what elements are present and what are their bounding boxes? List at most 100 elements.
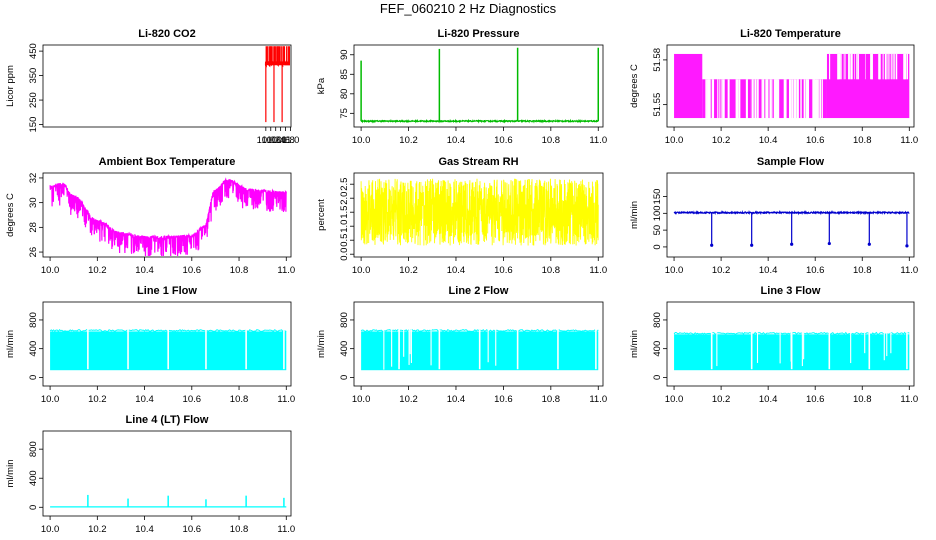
y-tick-label: 32: [28, 173, 39, 184]
y-tick-label: 0: [339, 375, 350, 380]
panel-title: Li-820 Pressure: [438, 28, 520, 40]
plot-frame: [353, 44, 604, 128]
panel-title: Ambient Box Temperature: [99, 156, 236, 168]
panel-title: Line 2 Flow: [449, 285, 509, 297]
y-tick-label: 450: [28, 43, 39, 59]
y-tick-label: 0.0: [339, 248, 350, 261]
y-tick-label: 800: [28, 312, 39, 328]
x-tick-label: 10.6: [494, 265, 513, 276]
x-tick-label: 10.8: [276, 135, 295, 146]
x-tick-label: 10.4: [447, 135, 466, 146]
series-Line4: [50, 494, 287, 508]
x-tick-label: 10.6: [494, 135, 513, 146]
y-tick-label: 800: [652, 312, 663, 328]
x-tick-label: 10.6: [494, 394, 513, 405]
x-tick-label: 10.2: [712, 135, 731, 146]
series-line: [49, 177, 287, 256]
series-CO2: [264, 46, 290, 123]
plot-frame: [353, 301, 604, 387]
y-tick-label: 75: [339, 108, 350, 119]
x-tick-label: 10.4: [266, 135, 285, 146]
x-tick-label: 10.0: [352, 265, 371, 276]
x-tick-label: 11.0: [589, 135, 607, 146]
plot-frame: [42, 301, 292, 387]
x-tick-label: 10.6: [271, 135, 290, 146]
x-tick-label: 11.0: [277, 265, 295, 276]
x-tick-label: 10.0: [352, 135, 371, 146]
series-RH: [360, 178, 599, 246]
dip-point: [790, 242, 794, 246]
series-line: [360, 178, 599, 246]
y-axis-label: ml/min: [316, 330, 327, 358]
panel-2: Li-820 Pressure 10.0 10.2 10.4 10.6 10.8 11.0 7…: [316, 28, 607, 146]
plot-frame: [666, 44, 915, 128]
dip-point: [750, 243, 754, 247]
y-axis-label: degrees C: [5, 193, 16, 237]
y-tick-label: 400: [28, 470, 39, 486]
y-tick-label: 30: [28, 197, 39, 208]
x-tick-label: 10.6: [806, 394, 825, 405]
x-tick-label: 10.0: [665, 394, 684, 405]
x-tick-label: 10.2: [88, 265, 107, 276]
plot-frame: [42, 44, 292, 128]
x-tick-label: 10.0: [41, 524, 60, 535]
x-tick-label: 10.8: [542, 135, 561, 146]
y-tick-label: 51.55: [652, 93, 663, 117]
x-tick-label: 10.6: [183, 394, 202, 405]
x-tick-label: 10.6: [806, 265, 825, 276]
x-tick-label: 11.0: [900, 394, 918, 405]
x-tick-label: 10.0: [257, 135, 276, 146]
x-tick-label: 10.4: [135, 265, 154, 276]
y-tick-label: 1.0: [339, 220, 350, 233]
series-Pressure: [360, 47, 600, 124]
panel-title: Gas Stream RH: [438, 156, 518, 168]
series-Temperature: [674, 53, 910, 119]
x-tick-label: 10.6: [183, 265, 202, 276]
panel-9: Line 3 Flow 10.0 10.2 10.4 10.6 10.8 11.0 0 400 8…: [629, 285, 918, 405]
x-tick-label: 10.8: [853, 135, 872, 146]
x-tick-label: 10.8: [230, 265, 249, 276]
y-tick-label: 90: [339, 49, 350, 60]
panel-1: Li-820 CO2 10.010.210.410.610.811.0 150 250…: [5, 28, 299, 146]
plot-frame: [353, 172, 604, 258]
y-tick-label: 0: [28, 375, 39, 380]
y-axis-label: degrees C: [629, 64, 640, 108]
plot-frame: [666, 301, 915, 387]
plot-frame: [42, 172, 292, 258]
panel-title: Li-820 CO2: [138, 28, 195, 40]
x-tick-label: 10.6: [183, 524, 202, 535]
x-tick-label: 10.8: [542, 265, 561, 276]
y-axis-label: Licor ppm: [5, 65, 16, 107]
y-tick-label: 0: [652, 244, 663, 249]
x-tick-label: 10.6: [806, 135, 825, 146]
series-line: [264, 60, 290, 68]
x-tick-label: 10.4: [135, 524, 154, 535]
series-Ambient: [49, 177, 287, 256]
x-tick-label: 10.4: [447, 265, 466, 276]
panel-7: Line 1 Flow 10.0 10.2 10.4 10.6 10.8 11.0 0 400 8…: [5, 285, 295, 405]
x-tick-label: 10.8: [230, 524, 249, 535]
y-tick-label: 50: [652, 225, 663, 236]
x-tick-label: 10.2: [712, 265, 731, 276]
panel-title: Sample Flow: [757, 156, 825, 168]
y-tick-label: 28: [28, 222, 39, 233]
x-tick-label: 10.0: [41, 394, 60, 405]
panel-6: Sample Flow 10.0 10.2 10.4 10.6 10.8 11.0 0 50 10…: [629, 156, 918, 276]
x-tick-label: 10.4: [759, 265, 778, 276]
y-axis-label: percent: [316, 199, 327, 231]
y-tick-label: 400: [28, 341, 39, 357]
plot-frame: [42, 430, 292, 517]
x-tick-label: 11.0: [277, 394, 295, 405]
y-tick-label: 2.5: [339, 178, 350, 191]
x-tick-label: 10.0: [665, 135, 684, 146]
x-tick-label: 11.0: [589, 394, 607, 405]
panel-5: Gas Stream RH 10.0 10.2 10.4 10.6 10.8 11.0 0.0…: [316, 156, 607, 276]
x-tick-label: 10.0: [665, 265, 684, 276]
x-tick-label: 11.0: [900, 265, 918, 276]
y-axis-label: ml/min: [629, 201, 640, 229]
y-tick-label: 0: [28, 505, 39, 510]
y-tick-label: 51.58: [652, 48, 663, 72]
x-tick-label: 10.4: [447, 394, 466, 405]
x-tick-label: 11.0: [282, 135, 300, 146]
y-tick-label: 26: [28, 247, 39, 258]
